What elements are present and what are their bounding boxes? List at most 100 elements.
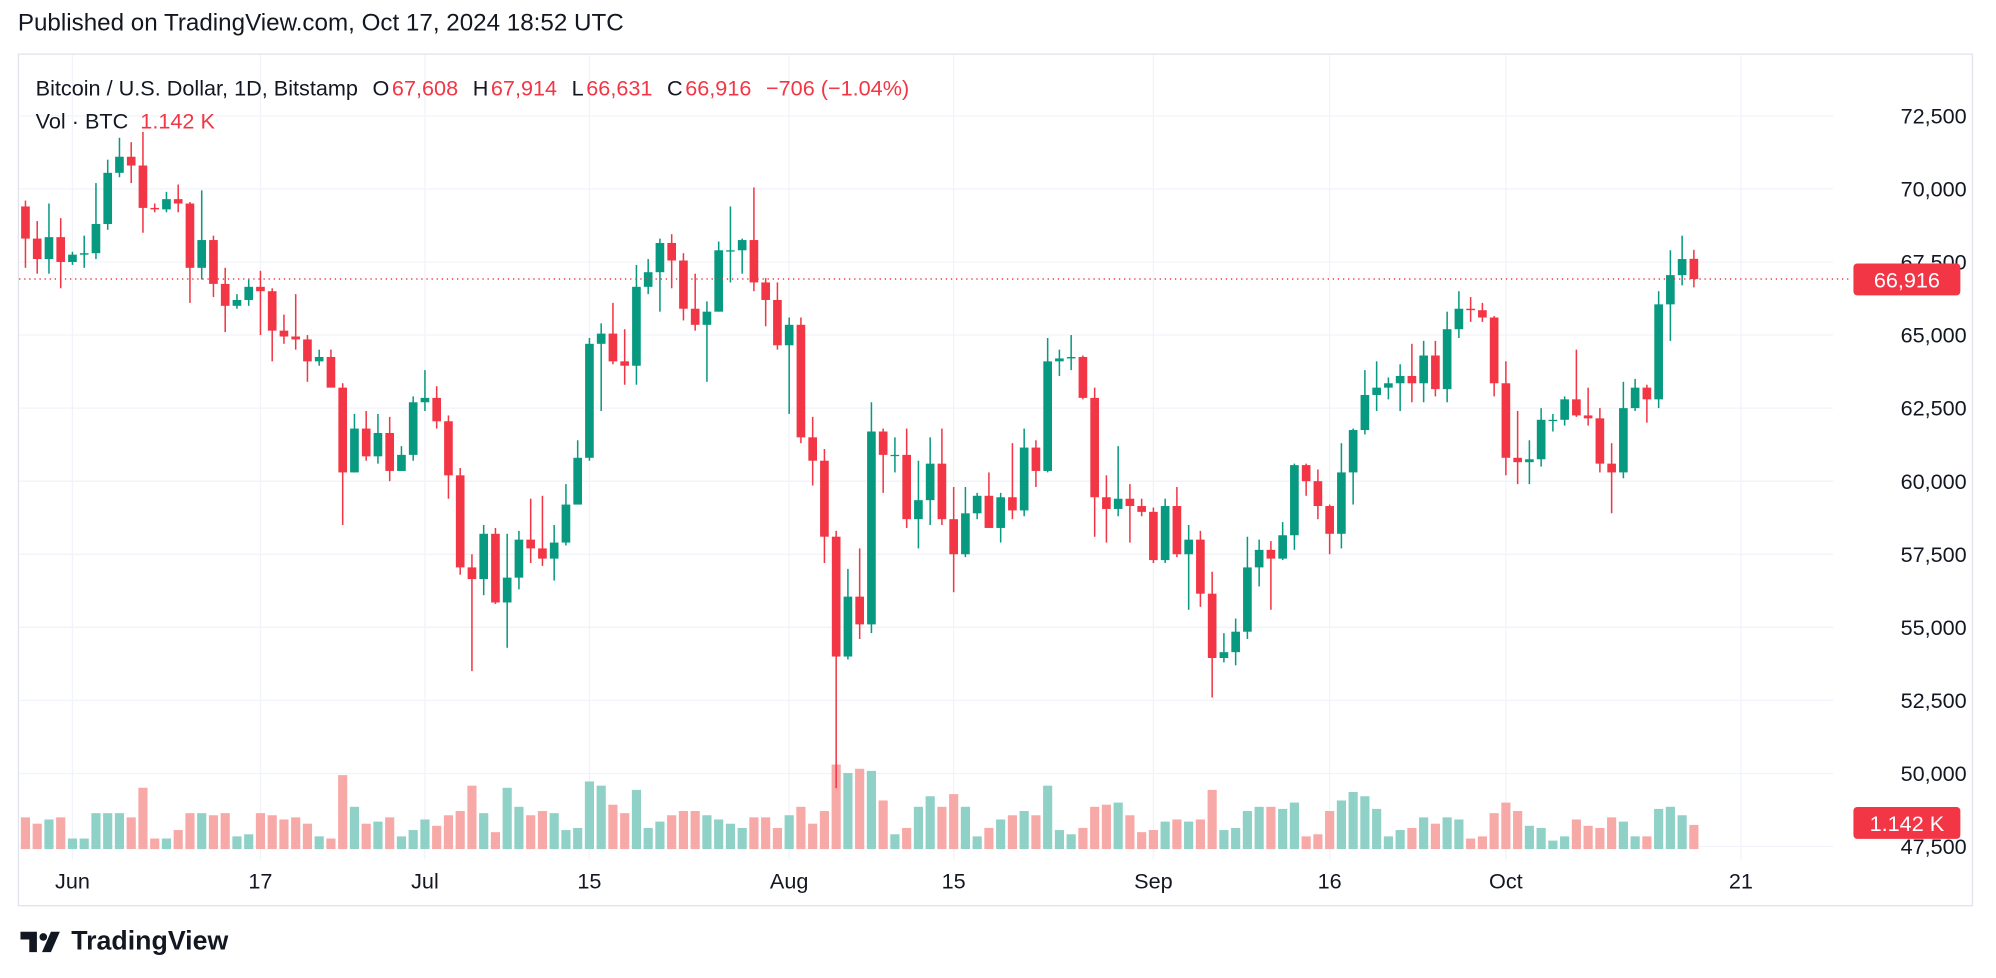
volume-bar <box>1078 827 1088 850</box>
candle-body <box>1078 356 1088 398</box>
volume-bar <box>279 819 289 850</box>
candle-body <box>1548 419 1558 422</box>
open-value: 67,608 <box>391 76 459 101</box>
volume-bar <box>1195 819 1205 850</box>
candle-body <box>596 333 606 344</box>
volume-bar <box>808 823 818 850</box>
volume-bar <box>1278 808 1288 850</box>
candle-body <box>972 495 982 514</box>
chart-frame[interactable] <box>17 53 1974 907</box>
candle-body <box>1419 355 1428 384</box>
volume-bar <box>1665 806 1675 850</box>
volume-bar <box>878 800 888 850</box>
volume-bar <box>561 830 571 850</box>
volume-bar <box>455 811 465 850</box>
candle-body <box>632 286 641 366</box>
candle-body <box>1254 549 1264 568</box>
candle-body <box>561 504 571 543</box>
candle-body <box>173 199 183 204</box>
volume-bar <box>678 811 689 850</box>
symbol-title: Bitcoin / U.S. Dollar, 1D, Bitstamp <box>35 76 358 101</box>
volume-bar <box>1442 817 1452 850</box>
volume-bar <box>1595 827 1605 850</box>
volume-bar <box>996 819 1006 850</box>
volume-bar <box>784 815 794 850</box>
volume-bar <box>714 819 724 850</box>
candle-body <box>1207 593 1217 659</box>
volume-bar <box>138 787 148 850</box>
candle-body <box>1243 567 1252 632</box>
volume-bar <box>1642 836 1652 850</box>
candle-body <box>303 339 312 362</box>
volume-bar <box>1548 840 1558 850</box>
candle-body <box>1266 549 1276 559</box>
candle-body <box>44 237 54 260</box>
volume-bar <box>479 813 489 850</box>
candle-body <box>1513 457 1522 463</box>
candle-body <box>1384 383 1393 388</box>
candle-body <box>914 500 923 520</box>
candle-body <box>479 533 489 580</box>
volume-bar <box>596 785 606 850</box>
tradingview-logo[interactable]: TradingView <box>20 927 228 958</box>
volume-bar <box>338 775 348 850</box>
candle-body <box>1654 304 1663 400</box>
volume-bar <box>937 806 947 850</box>
volume-bar <box>1454 819 1464 850</box>
volume-bar <box>103 813 113 850</box>
volume-bar <box>702 815 712 850</box>
candle-body <box>491 533 500 603</box>
volume-bar <box>1137 832 1147 850</box>
candle-body <box>890 454 900 457</box>
volume-bar <box>408 830 418 850</box>
volume-bar <box>631 789 642 850</box>
volume-bar <box>1430 823 1440 850</box>
candle-body <box>1489 317 1499 384</box>
candle-body <box>385 432 395 471</box>
volume-bar <box>1090 806 1100 850</box>
time-tick-label: Oct <box>1489 869 1523 894</box>
volume-bar <box>1536 827 1546 850</box>
volume-bar <box>1148 830 1158 850</box>
volume-bar <box>32 823 42 850</box>
candle-body <box>1066 356 1076 359</box>
price-tick-label: 55,000 <box>1901 615 1967 640</box>
candle-body <box>326 356 336 388</box>
volume-bar <box>1113 802 1123 850</box>
volume-bar <box>373 821 383 850</box>
candle-body <box>126 156 136 166</box>
candle-body <box>1090 397 1099 498</box>
volume-bar <box>1677 815 1687 850</box>
volume-bar <box>925 796 935 850</box>
candle-body <box>526 539 536 549</box>
candle-body <box>737 240 747 251</box>
candles <box>21 131 1699 789</box>
candle-body <box>1031 447 1041 471</box>
symbol-legend: Bitcoin / U.S. Dollar, 1D, Bitstamp O 67,… <box>36 76 912 101</box>
volume-bar <box>1160 821 1170 850</box>
price-tick-label: 50,000 <box>1901 761 1967 786</box>
volume-bar <box>1466 838 1476 850</box>
candle-body <box>1372 387 1381 395</box>
candle-body <box>1630 387 1640 409</box>
volume-bar <box>1242 811 1252 850</box>
volume-bar <box>1231 827 1241 850</box>
candle-body <box>1313 481 1323 507</box>
volume-bar <box>1395 830 1405 850</box>
candle-body <box>1301 465 1311 482</box>
candle-body <box>655 242 665 273</box>
volume-bar <box>161 838 172 850</box>
candle-body <box>1219 652 1229 659</box>
close-label: C <box>667 76 683 101</box>
volume-bar <box>1066 834 1076 850</box>
candle-body <box>279 330 289 337</box>
candle-body <box>784 324 794 346</box>
candle-body <box>1560 399 1569 420</box>
candle-body <box>1290 465 1299 536</box>
candle-body <box>314 356 324 362</box>
candle-body <box>1478 310 1487 318</box>
candle-body <box>162 199 171 210</box>
candle-body <box>984 495 994 528</box>
candle-body <box>1689 258 1699 280</box>
